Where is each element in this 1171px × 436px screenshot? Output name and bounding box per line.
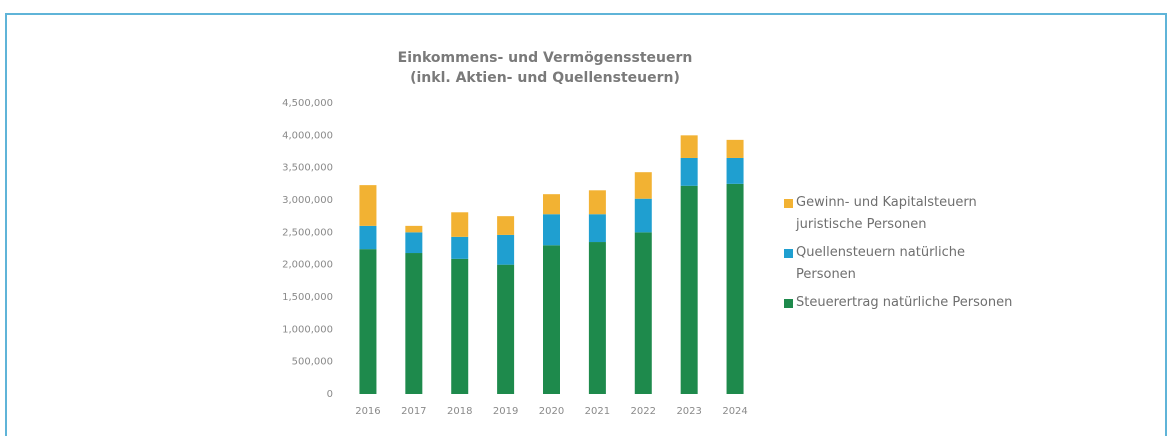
bar-segment [588,242,606,394]
x-tick-label: 2018 [447,406,472,417]
legend-swatch [784,249,793,258]
bar-segment [726,157,744,184]
bar-segment [634,172,652,199]
legend-swatch [784,199,793,208]
bar-segment [726,139,744,158]
x-tick-label: 2019 [493,406,518,417]
y-tick-label: 4,000,000 [282,130,333,141]
bar-segment [451,236,469,259]
bar-segment [543,245,560,394]
y-tick-label: 3,000,000 [282,195,333,206]
bar-segment [451,212,469,237]
frame [5,13,1167,436]
bar-segment [497,216,515,235]
y-tick-label: 0 [327,389,333,400]
chart-subtitle: (inkl. Aktien- und Quellensteuern) [410,70,680,86]
bar-segment [543,194,560,215]
bar-segment [634,198,652,233]
bar-segment [634,232,652,394]
legend: Gewinn- und Kapitalsteuern juristische P… [784,192,1024,320]
bar-segment [405,225,423,233]
y-tick-label: 2,000,000 [282,260,333,271]
legend-item: Quellensteuern natürliche Personen [784,242,1024,286]
x-tick-label: 2022 [631,406,656,417]
y-tick-label: 1,000,000 [282,324,333,335]
legend-swatch [784,299,793,308]
x-tick-label: 2016 [355,406,380,417]
x-tick-label: 2023 [676,406,701,417]
y-tick-label: 4,500,000 [282,98,333,109]
bar-segment [497,234,515,265]
bar-segment [588,190,606,215]
legend-item: Steuerertrag natürliche Personen [784,292,1024,314]
bar-segment [497,264,515,394]
bar-segment [359,185,377,226]
bar-segment [543,214,560,246]
bar-segment [680,157,698,186]
bar-segment [359,225,377,250]
bar-segment [680,185,698,394]
bar-segment [405,253,423,394]
legend-item: Gewinn- und Kapitalsteuern juristische P… [784,192,1024,236]
legend-label: Steuerertrag natürliche Personen [796,295,1013,310]
bar-segment [680,135,698,158]
bar-segment [359,249,377,394]
x-tick-label: 2020 [539,406,564,417]
x-tick-label: 2024 [722,406,747,417]
bar-segment [588,214,606,243]
y-tick-label: 2,500,000 [282,227,333,238]
y-tick-label: 1,500,000 [282,292,333,303]
x-tick-label: 2017 [401,406,426,417]
bar-segment [726,183,744,394]
x-tick-label: 2021 [585,406,610,417]
legend-label: Quellensteuern natürliche Personen [796,245,966,282]
y-tick-label: 3,500,000 [282,163,333,174]
y-tick-label: 500,000 [292,357,333,368]
bar-segment [405,232,423,254]
chart-title: Einkommens- und Vermögenssteuern [398,50,693,66]
legend-label: Gewinn- und Kapitalsteuern juristische P… [796,195,977,232]
bar-segment [451,258,469,394]
